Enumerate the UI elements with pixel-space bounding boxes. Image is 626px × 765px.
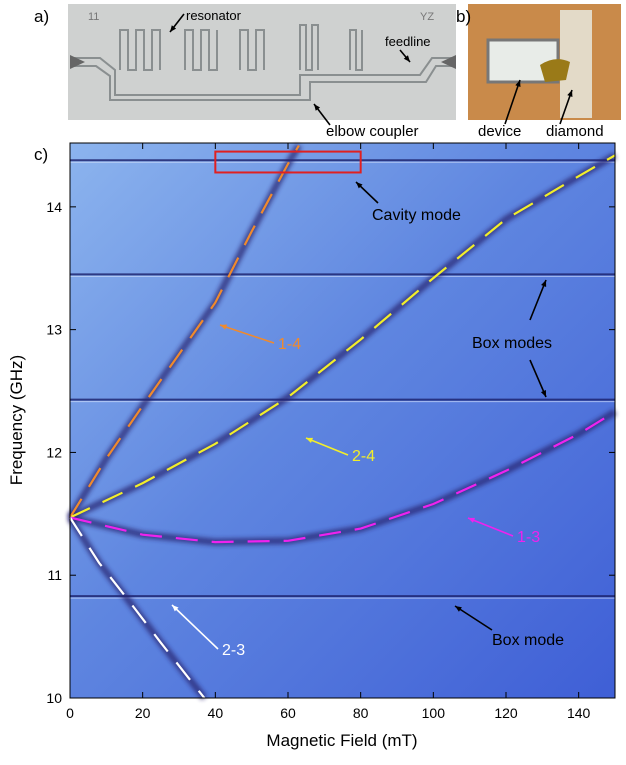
panel-label: c) [34,145,48,164]
x-tick-label: 40 [208,705,224,721]
y-tick-label: 10 [46,690,62,706]
spectrum-background [70,143,615,698]
annotation: diamond [546,123,604,140]
y-tick-label: 13 [46,322,62,338]
x-tick-label: 100 [422,705,446,721]
chip-marking: 11 [88,11,99,23]
y-tick-label: 14 [46,199,62,215]
page: a) b) c) Magnetic Field (mT) Frequency (… [0,0,626,765]
x-tick-label: 20 [135,705,151,721]
panel-label: a) [34,7,49,26]
annotation: feedline [385,34,431,49]
y-axis-label: Frequency (GHz) [7,355,26,485]
y-tick-label: 11 [47,567,62,583]
annotation: Cavity mode [372,207,461,224]
x-tick-label: 140 [567,705,591,721]
annotation: elbow coupler [326,123,419,140]
photo-b [468,4,621,120]
figure: a) b) c) Magnetic Field (mT) Frequency (… [0,0,626,760]
series-label: 2-4 [352,448,375,465]
series-label: 2-3 [222,642,245,659]
y-tick-label: 12 [46,444,62,460]
x-tick-label: 60 [280,705,296,721]
x-axis-label: Magnetic Field (mT) [266,731,417,750]
annotation: Box mode [492,632,564,649]
series-label: 1-3 [517,529,540,546]
annotation: device [478,123,521,140]
x-tick-label: 120 [494,705,518,721]
series-label: 1-4 [278,336,301,353]
panel-label: b) [456,7,471,26]
annotation: Box modes [472,335,552,352]
chip-marking: YZ [420,11,434,23]
photo-a [68,4,456,120]
x-tick-label: 0 [66,705,74,721]
annotation: resonator [186,8,242,23]
x-tick-label: 80 [353,705,369,721]
